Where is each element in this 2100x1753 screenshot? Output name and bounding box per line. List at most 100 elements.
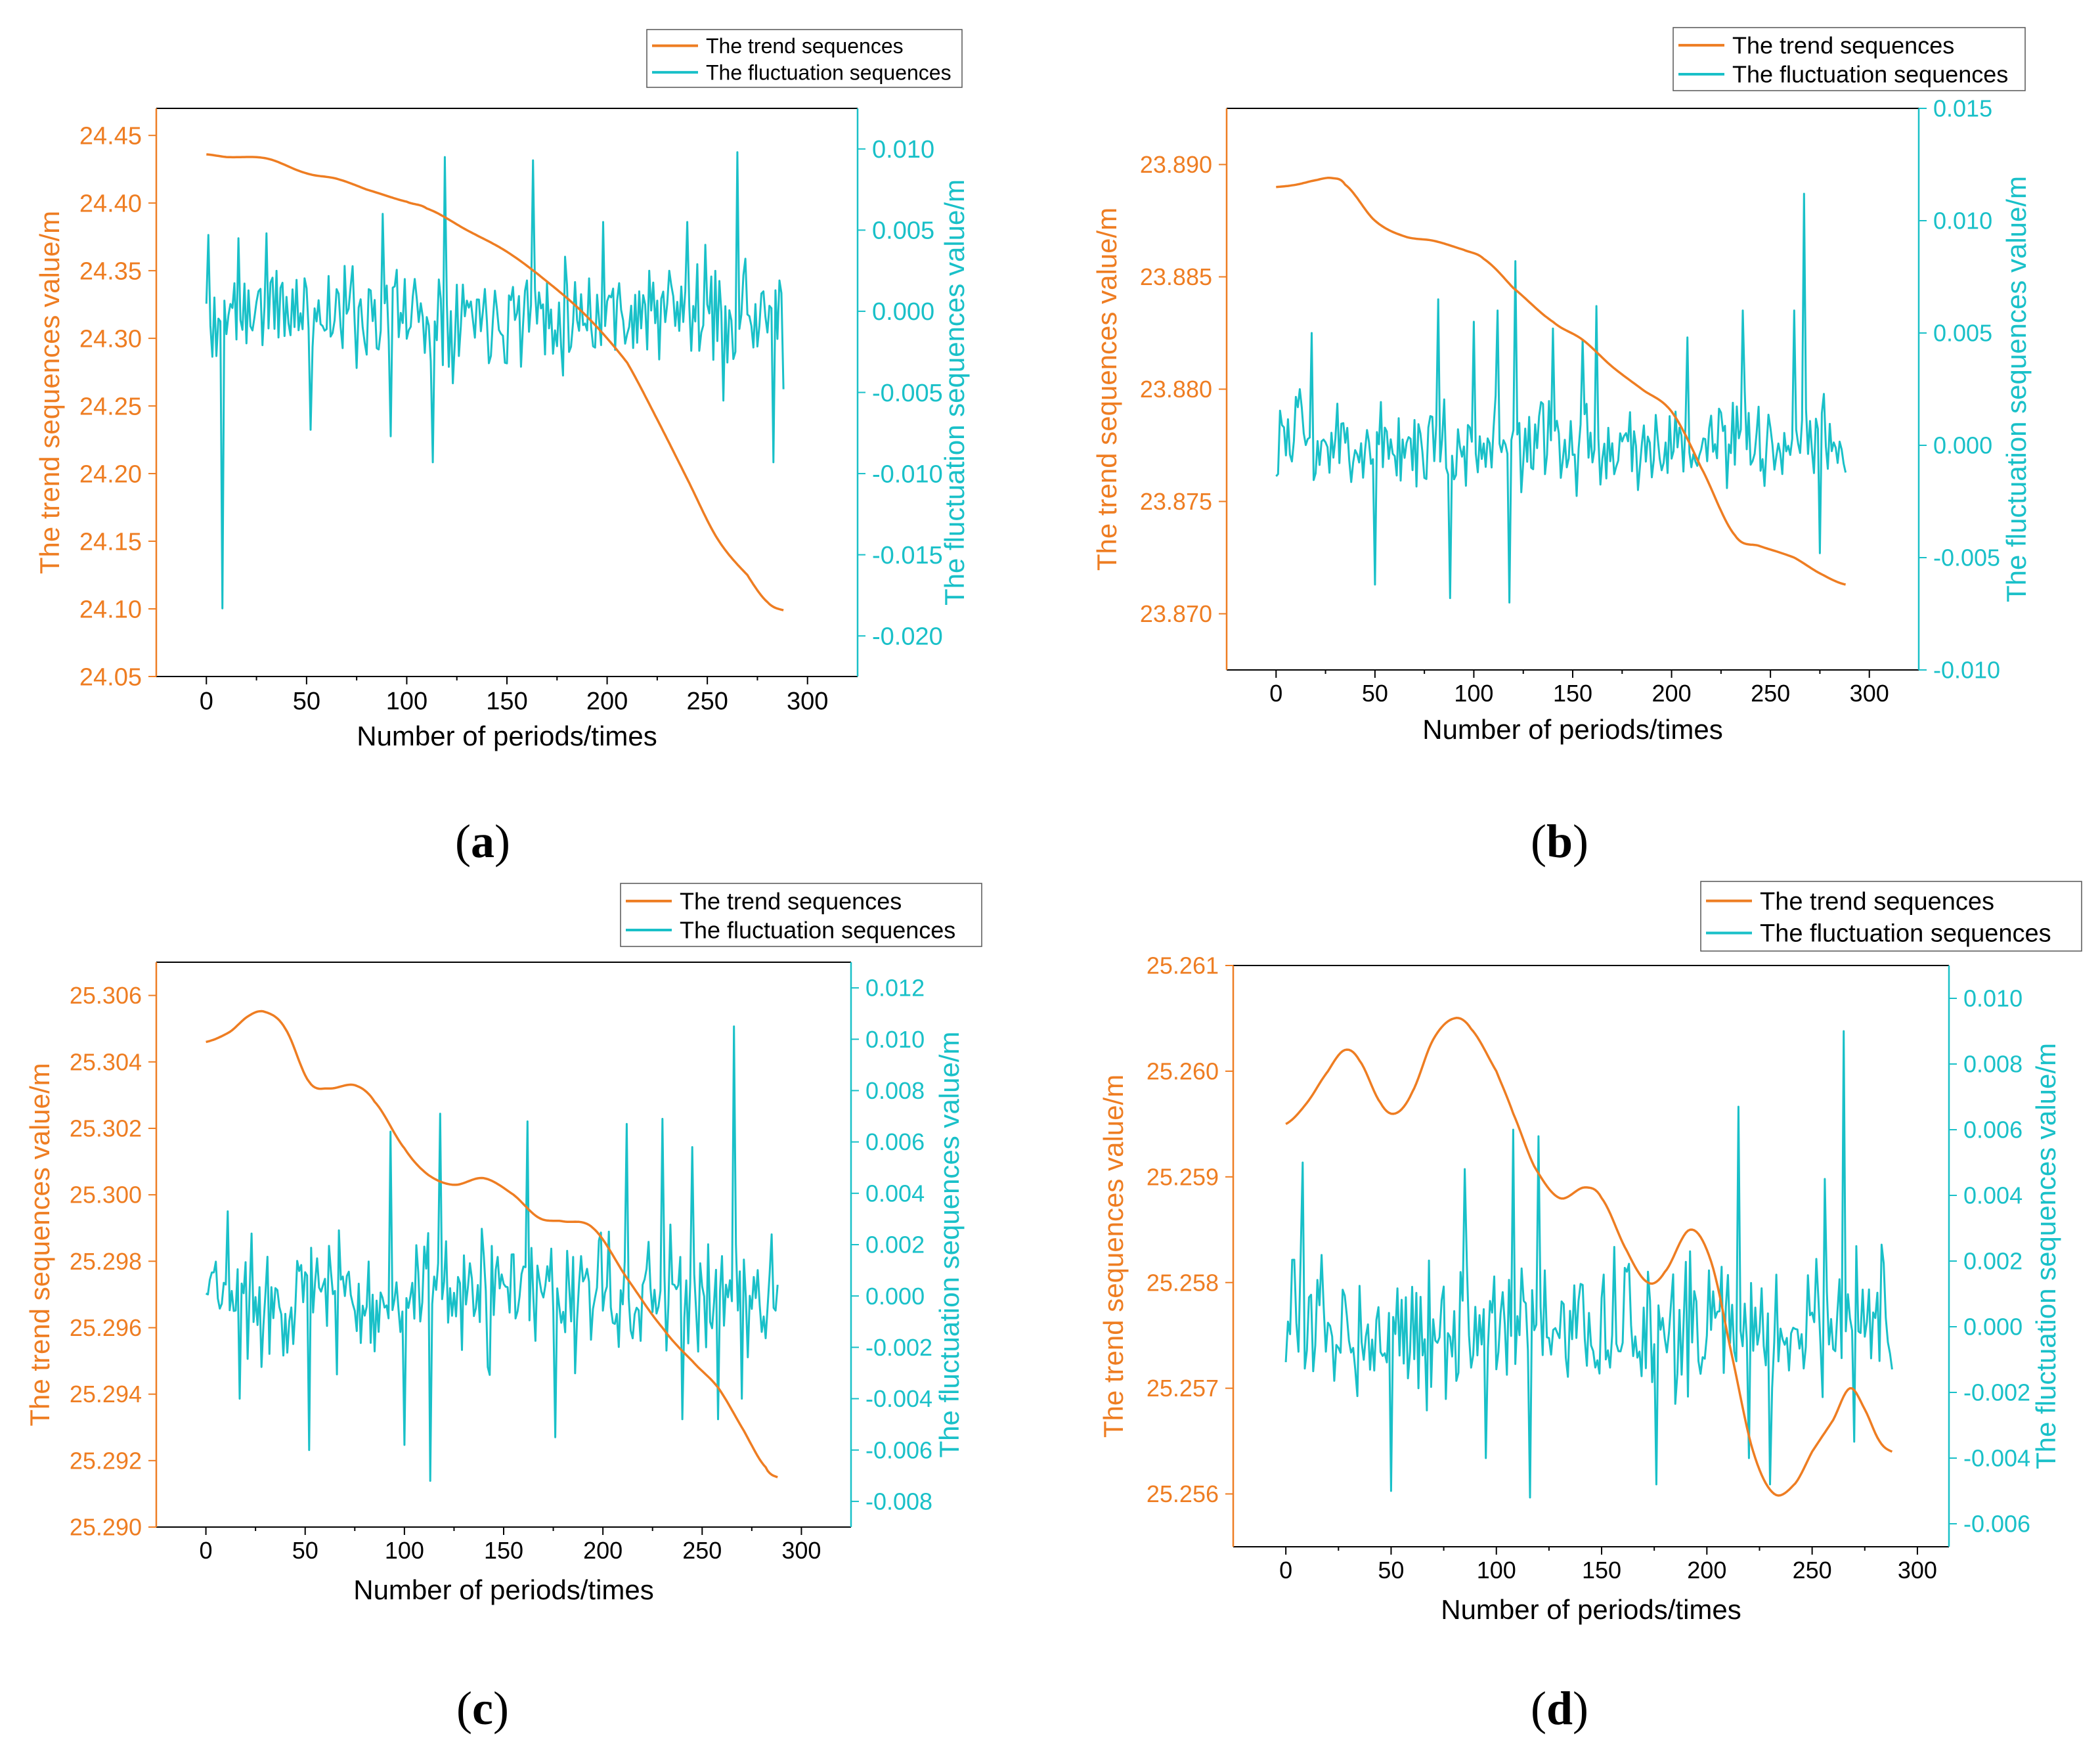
y-right-tick-label: 0.000 — [1933, 432, 1992, 459]
y-right-axis-label: The fluctuation sequences value/m — [934, 1031, 965, 1457]
y-right-tick-label: 0.004 — [865, 1180, 925, 1207]
y-right-tick-label: 0.010 — [1963, 985, 2023, 1012]
x-tick-label: 0 — [1269, 680, 1282, 707]
x-axis-label: Number of periods/times — [1441, 1594, 1741, 1625]
y-right-tick-label: 0.010 — [872, 136, 934, 164]
chart-panel-b: 0 50 100 150 200 250 300 23.870 23.875 23.880 23.8… — [1091, 27, 2032, 868]
y-left-tick-label: 25.260 — [1147, 1058, 1219, 1085]
y-right-tick-label: -0.002 — [865, 1334, 932, 1361]
y-left-tick-label: 24.15 — [79, 528, 142, 556]
y-left-tick-label: 24.30 — [79, 325, 142, 353]
chart-panel-d: 0 50 100 150 200 250 300 25.256 25.257 25.258 25.2… — [1098, 881, 2082, 1735]
x-tick-label: 300 — [1850, 680, 1889, 707]
y-right-axis-label: The fluctuation sequences value/m — [2030, 1043, 2061, 1469]
legend-label-trend: The trend sequences — [1760, 888, 1994, 916]
y-right-tick-label: -0.006 — [1963, 1511, 2030, 1538]
x-tick-label: 200 — [1687, 1557, 1726, 1584]
y-left-tick-label: 24.20 — [79, 460, 142, 488]
legend-box — [646, 29, 963, 88]
y-left-axis-label: The trend sequences value/m — [1098, 1075, 1129, 1438]
x-tick-label: 150 — [1553, 680, 1592, 707]
y-left-axis-label: The trend sequences value/m — [34, 211, 65, 574]
legend-box — [1673, 27, 2026, 91]
x-tick-label: 50 — [293, 688, 320, 715]
y-left-axis-label: The trend sequences value/m — [1091, 208, 1122, 571]
legend-label-fluctuation: The fluctuation sequences — [706, 60, 952, 84]
y-right-tick-label: -0.020 — [872, 623, 943, 651]
legend-label-fluctuation: The fluctuation sequences — [680, 917, 955, 944]
y-left-tick-label: 25.306 — [70, 982, 142, 1009]
trend-series-line — [1285, 1017, 1893, 1497]
y-right-tick-label: 0.015 — [1933, 95, 1992, 122]
legend: The trend sequences The fluctuation seque… — [1700, 881, 2082, 952]
x-tick-label: 250 — [686, 688, 728, 715]
y-right-tick-label: -0.004 — [1963, 1445, 2030, 1472]
legend-label-fluctuation: The fluctuation sequences — [1732, 61, 2008, 88]
y-right-tick-label: 0.000 — [872, 298, 934, 326]
y-right-axis-label: The fluctuation sequences value/m — [2001, 176, 2032, 602]
y-right-tick-label: 0.006 — [865, 1128, 925, 1155]
x-tick-label: 0 — [1279, 1557, 1292, 1584]
y-right-tick-label: 0.004 — [1963, 1182, 2023, 1209]
y-right-tick-label: 0.008 — [1963, 1051, 2023, 1078]
y-left-tick-label: 24.05 — [79, 663, 142, 691]
x-tick-label: 0 — [200, 688, 213, 715]
x-tick-label: 100 — [386, 688, 427, 715]
y-left-tick-label: 25.302 — [70, 1115, 142, 1142]
y-left-tick-label: 25.290 — [70, 1514, 142, 1541]
y-right-tick-label: 0.002 — [865, 1232, 925, 1258]
y-left-tick-label: 25.294 — [70, 1381, 142, 1408]
x-tick-label: 150 — [484, 1537, 523, 1564]
y-left-tick-label: 23.885 — [1140, 263, 1212, 290]
y-left-tick-label: 23.890 — [1140, 151, 1212, 178]
x-tick-label: 250 — [682, 1537, 722, 1564]
panel-letter: a — [471, 815, 494, 868]
x-tick-label: 250 — [1793, 1557, 1832, 1584]
panel-label: (c) — [456, 1682, 509, 1735]
panel-label: (d) — [1531, 1682, 1588, 1735]
y-left-tick-label: 24.40 — [79, 190, 142, 217]
legend-label-fluctuation: The fluctuation sequences — [1760, 920, 2051, 948]
x-tick-label: 250 — [1751, 680, 1790, 707]
y-right-tick-label: -0.010 — [1933, 657, 2000, 684]
y-right-tick-label: 0.005 — [872, 217, 934, 245]
panel-letter: c — [472, 1682, 493, 1735]
trend-series-line — [206, 1010, 778, 1478]
y-right-tick-label: 0.002 — [1963, 1248, 2023, 1275]
panel-label: (a) — [455, 815, 510, 868]
x-tick-label: 300 — [787, 688, 828, 715]
y-left-tick-label: 24.25 — [79, 393, 142, 420]
x-tick-label: 150 — [1582, 1557, 1621, 1584]
y-right-tick-label: 0.006 — [1963, 1117, 2023, 1143]
y-left-tick-label: 25.298 — [70, 1248, 142, 1275]
y-left-tick-label: 23.880 — [1140, 376, 1212, 403]
y-right-tick-label: 0.000 — [1963, 1314, 2023, 1341]
y-left-tick-label: 24.35 — [79, 257, 142, 285]
y-right-tick-label: 0.000 — [865, 1283, 925, 1310]
y-left-axis-label: The trend sequences value/m — [24, 1063, 55, 1426]
x-tick-label: 150 — [486, 688, 527, 715]
y-right-axis-label: The fluctuation sequences value/m — [939, 179, 970, 606]
y-left-tick-label: 24.45 — [79, 122, 142, 150]
y-left-tick-label: 25.304 — [70, 1048, 142, 1075]
x-axis-label: Number of periods/times — [1422, 714, 1723, 745]
y-left-tick-label: 25.300 — [70, 1182, 142, 1209]
y-left-tick-label: 23.870 — [1140, 600, 1212, 627]
y-right-tick-label: -0.004 — [865, 1385, 932, 1412]
x-tick-label: 200 — [1652, 680, 1692, 707]
panel-label: (b) — [1531, 815, 1588, 868]
y-left-tick-label: 23.875 — [1140, 488, 1212, 515]
panel-letter: b — [1546, 815, 1573, 868]
y-right-tick-label: -0.015 — [872, 542, 943, 569]
x-tick-label: 200 — [583, 1537, 623, 1564]
y-right-tick-label: -0.002 — [1963, 1379, 2030, 1406]
y-left-tick-label: 25.261 — [1147, 952, 1219, 979]
y-left-tick-label: 25.257 — [1147, 1375, 1219, 1402]
chart-panel-c: 0 50 100 150 200 250 300 25.290 25.292 25.294 25.2… — [24, 883, 982, 1735]
y-left-tick-label: 25.259 — [1147, 1163, 1219, 1190]
y-left-tick-label: 24.10 — [79, 596, 142, 623]
